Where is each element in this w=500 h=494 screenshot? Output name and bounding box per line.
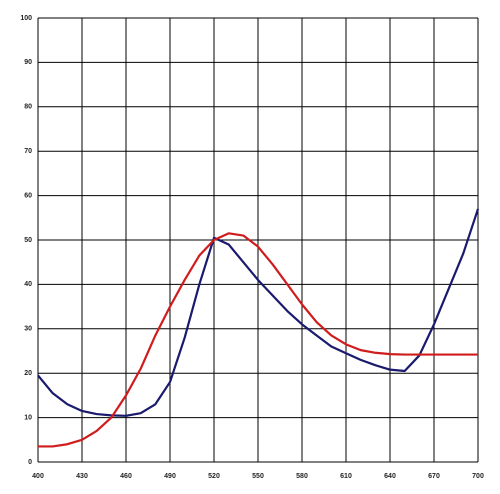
x-tick-label: 580 <box>296 473 308 480</box>
x-tick-label: 610 <box>340 473 352 480</box>
y-tick-label: 50 <box>24 237 32 244</box>
y-tick-label: 60 <box>24 192 32 199</box>
series-line <box>37 208 480 417</box>
x-tick-label: 550 <box>252 473 264 480</box>
x-tick-label: 640 <box>384 473 396 480</box>
y-tick-label: 90 <box>24 59 32 66</box>
y-tick-label: 30 <box>24 326 32 333</box>
y-tick-label: 40 <box>24 281 32 288</box>
x-tick-label: 670 <box>428 473 440 480</box>
x-tick-label: 490 <box>164 473 176 480</box>
series-line <box>38 232 478 448</box>
x-tick-label: 700 <box>472 473 484 480</box>
x-tick-label: 520 <box>208 473 220 480</box>
y-tick-label: 80 <box>24 104 32 111</box>
x-tick-label: 460 <box>120 473 132 480</box>
y-tick-label: 20 <box>24 370 32 377</box>
x-tick-label: 400 <box>32 473 44 480</box>
y-tick-label: 100 <box>20 15 32 22</box>
y-tick-label: 70 <box>24 148 32 155</box>
y-tick-label: 10 <box>24 414 32 421</box>
y-tick-label: 0 <box>28 459 32 466</box>
x-tick-label: 430 <box>76 473 88 480</box>
